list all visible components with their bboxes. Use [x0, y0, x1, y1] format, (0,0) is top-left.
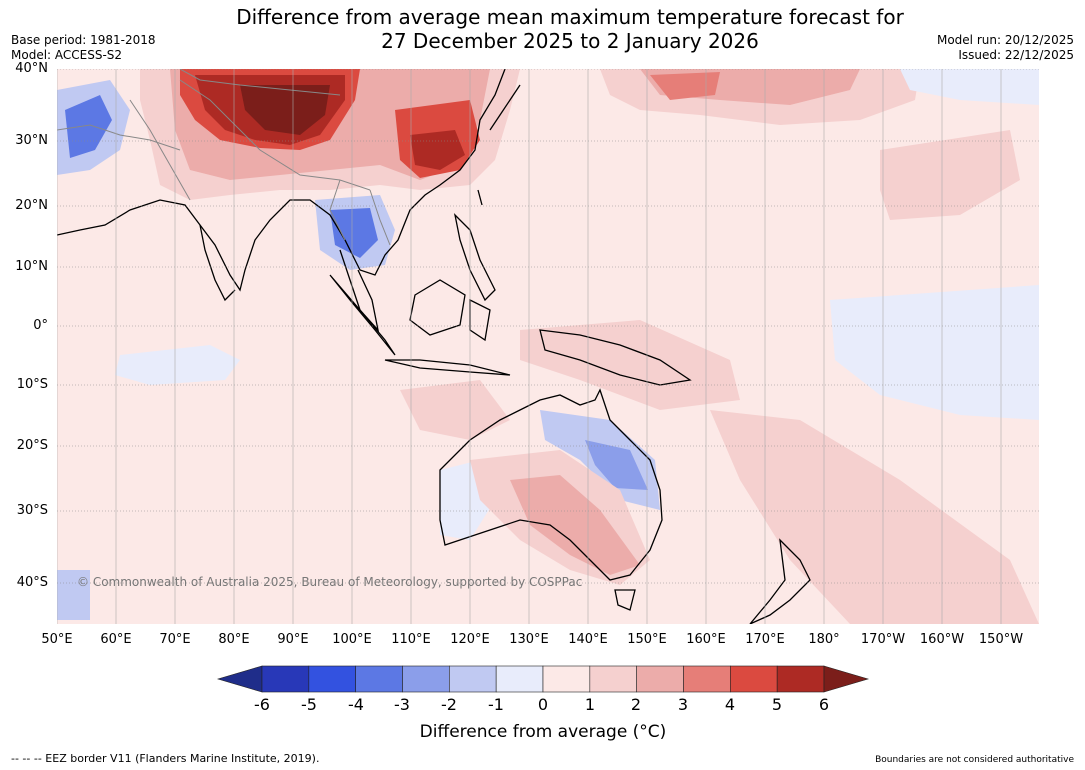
colorbar-segment: [636, 665, 684, 693]
anomaly-warm-indian-ocean: [400, 380, 510, 440]
colorbar-segment: [589, 665, 637, 693]
lat-label: 20°S: [16, 438, 48, 453]
coastline-sumatra: [329, 274, 396, 356]
lon-label: 90°E: [277, 632, 309, 647]
colorbar-segment: [495, 665, 544, 693]
colorbar-segment: [402, 665, 450, 693]
anomaly-warm-pacific-north-3: [650, 72, 720, 100]
meta-left: Base period: 1981-2018 Model: ACCESS-S2: [11, 33, 156, 63]
colorbar-tick: -2: [441, 695, 457, 714]
colorbar-tick: -5: [301, 695, 317, 714]
lon-label: 130°E: [509, 632, 549, 647]
lon-label: 60°E: [100, 632, 132, 647]
lon-label: 80°E: [218, 632, 250, 647]
coastline-india-tip: [199, 224, 236, 302]
colorbar-tick: 3: [677, 695, 689, 714]
colorbar-segment: [776, 665, 825, 693]
colorbar-segment: [449, 665, 497, 693]
anomaly-hot-core-2: [240, 85, 330, 135]
colorbar-segment: [308, 665, 356, 693]
anomaly-cool-iran-2: [65, 95, 112, 158]
colorbar-segment: [730, 665, 778, 693]
colorbar-label: Difference from average (°C): [419, 722, 667, 742]
colorbar: [216, 665, 870, 693]
anomaly-warm-china-2: [410, 130, 465, 170]
colorbar-tick: 4: [724, 695, 736, 714]
coastline-taiwan: [477, 189, 483, 206]
lon-label: 150°W: [978, 632, 1024, 647]
lat-label: 10°S: [16, 377, 48, 392]
colorbar-tick: -1: [488, 695, 504, 714]
lat-label: 0°: [33, 318, 48, 333]
lon-label: 70°E: [159, 632, 191, 647]
coastline-philippines: [453, 213, 496, 302]
colorbar-tick: -3: [394, 695, 410, 714]
lat-label: 10°N: [15, 259, 48, 274]
meridians: [57, 69, 1002, 624]
anomaly-cool-indian-ocean: [115, 345, 240, 385]
lat-label: 30°N: [15, 133, 48, 148]
lon-label: 170°W: [860, 632, 906, 647]
eez-note: -- -- -- EEZ border V11 (Flanders Marine…: [11, 752, 320, 765]
coastline-japan: [489, 84, 521, 131]
lon-label: 120°E: [450, 632, 490, 647]
model-name: Model: ACCESS-S2: [11, 48, 123, 62]
lon-label: 160°W: [919, 632, 965, 647]
colorbar-segment: [261, 665, 310, 693]
meta-right: Model run: 20/12/2025 Issued: 22/12/2025: [937, 33, 1074, 63]
coastline-new-guinea: [539, 329, 692, 386]
coastline-borneo: [409, 279, 466, 336]
map-title: Difference from average mean maximum tem…: [180, 5, 960, 53]
lon-label: 170°E: [745, 632, 785, 647]
lat-label: 30°S: [16, 503, 48, 518]
lon-label: 50°E: [41, 632, 73, 647]
coastline-new-zealand: [749, 538, 811, 624]
title-line-2: 27 December 2025 to 2 January 2026: [381, 29, 759, 53]
colorbar-tick: 5: [771, 695, 783, 714]
coastline-tasmania: [614, 589, 636, 611]
lon-label: 100°E: [332, 632, 372, 647]
anomaly-cool-north-pacific: [900, 69, 1039, 105]
anomaly-cool-indochina-2: [330, 208, 378, 258]
country-borders: [57, 69, 391, 246]
lon-label: 160°E: [686, 632, 726, 647]
colorbar-tick: 0: [537, 695, 549, 714]
lat-label: 20°N: [15, 198, 48, 213]
anomaly-cool-southern-ocean: [57, 570, 90, 620]
colorbar-extend-low: [216, 665, 263, 693]
coastline-asia: [57, 69, 506, 292]
title-line-1: Difference from average mean maximum tem…: [236, 5, 904, 29]
colorbar-tick: -4: [348, 695, 364, 714]
colorbar-tick: 1: [584, 695, 596, 714]
lon-label: 110°E: [391, 632, 431, 647]
anomaly-warm-australia-2: [510, 475, 640, 575]
colorbar-tick: 2: [630, 695, 642, 714]
issued-date: Issued: 22/12/2025: [958, 48, 1074, 62]
coastline-java: [384, 359, 511, 376]
colorbar-extend-high: [823, 665, 870, 693]
colorbar-tick: 6: [818, 695, 830, 714]
lat-label: 40°N: [15, 61, 48, 76]
lat-label: 40°S: [16, 575, 48, 590]
anomaly-warm-png: [520, 320, 740, 410]
copyright-notice: © Commonwealth of Australia 2025, Bureau…: [77, 575, 583, 589]
anomaly-warm-central-pacific: [880, 130, 1020, 220]
lon-label: 140°E: [568, 632, 608, 647]
anomaly-cool-east-pacific: [830, 285, 1039, 420]
colorbar-segment: [683, 665, 731, 693]
boundaries-note: Boundaries are not considered authoritat…: [875, 755, 1074, 765]
model-run: Model run: 20/12/2025: [936, 33, 1074, 47]
colorbar-segment: [355, 665, 403, 693]
anomaly-warm-southwest-pacific: [710, 410, 1039, 624]
lon-label: 150°E: [627, 632, 667, 647]
base-period: Base period: 1981-2018: [11, 33, 156, 47]
colorbar-tick: -6: [254, 695, 270, 714]
lon-label: 180°: [808, 632, 840, 647]
anomaly-cool-queensland-2: [585, 440, 648, 490]
colorbar-segment: [542, 665, 591, 693]
